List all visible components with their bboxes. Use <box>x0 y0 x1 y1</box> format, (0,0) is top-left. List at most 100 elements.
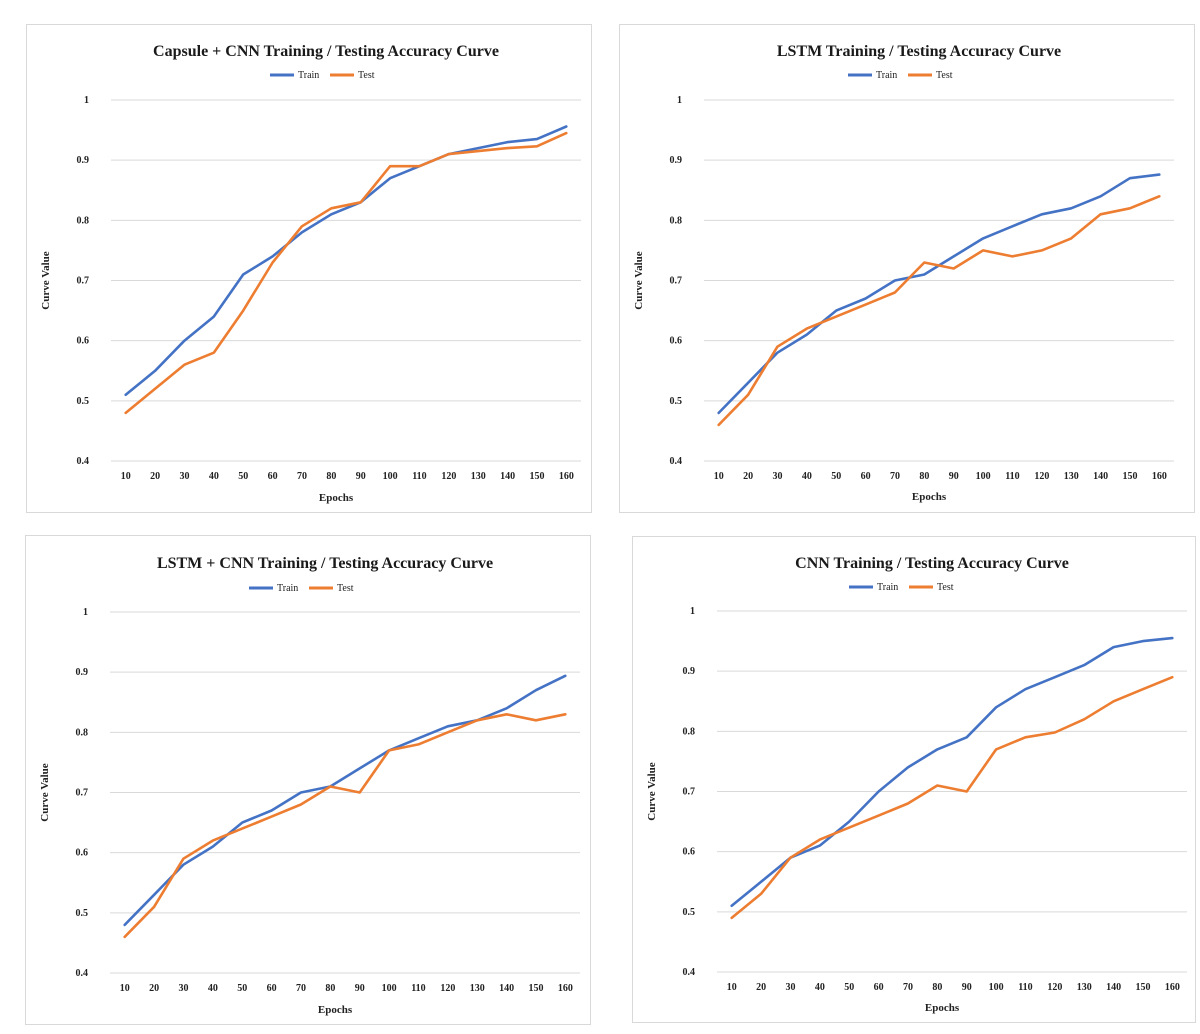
legend-label-train: Train <box>877 582 898 593</box>
y-tick-label: 0.8 <box>76 727 89 738</box>
x-tick-label: 110 <box>412 471 426 482</box>
x-tick-label: 70 <box>296 983 306 994</box>
legend: Train Test <box>270 70 375 81</box>
y-tick-label: 1 <box>84 95 89 106</box>
y-tick-label: 0.5 <box>670 396 683 407</box>
chart-panel-capsule-cnn: Capsule + CNN Training / Testing Accurac… <box>26 24 592 513</box>
x-tick-label: 10 <box>727 982 737 993</box>
x-tick-label: 150 <box>1122 471 1137 482</box>
legend-label-test: Test <box>937 582 954 593</box>
chart-title: LSTM + CNN Training / Testing Accuracy C… <box>157 555 493 572</box>
chart-panel-lstm: LSTM Training / Testing Accuracy Curve Tr… <box>619 24 1195 513</box>
x-tick-label: 50 <box>237 983 247 994</box>
x-tick-label: 110 <box>1018 982 1032 993</box>
legend-label-test: Test <box>936 70 953 81</box>
y-tick-label: 1 <box>677 95 682 106</box>
legend-label-train: Train <box>298 70 319 81</box>
x-tick-label: 120 <box>1047 982 1062 993</box>
y-axis-label: Curve Value <box>39 763 51 821</box>
x-tick-label: 40 <box>208 983 218 994</box>
chart-title: LSTM Training / Testing Accuracy Curve <box>777 43 1061 60</box>
y-tick-label: 0.8 <box>670 215 683 226</box>
y-tick-label: 1 <box>690 606 695 617</box>
x-tick-label: 70 <box>297 471 307 482</box>
x-tick-label: 160 <box>1165 982 1180 993</box>
series-line-test <box>717 195 1161 427</box>
x-tick-label: 130 <box>470 983 485 994</box>
x-tick-label: 130 <box>1064 471 1079 482</box>
chart-svg: LSTM + CNN Training / Testing Accuracy C… <box>39 555 580 1016</box>
x-tick-label: 30 <box>785 982 795 993</box>
x-tick-label: 60 <box>268 471 278 482</box>
legend: Train Test <box>249 583 354 594</box>
x-tick-label: 140 <box>1106 982 1121 993</box>
x-tick-label: 100 <box>382 983 397 994</box>
x-tick-label: 60 <box>861 471 871 482</box>
y-tick-label: 0.5 <box>76 908 89 919</box>
x-tick-label: 60 <box>267 983 277 994</box>
y-tick-label: 0.8 <box>683 726 696 737</box>
y-tick-label: 0.6 <box>683 847 696 858</box>
x-tick-label: 150 <box>529 471 544 482</box>
series-line-test <box>730 675 1174 920</box>
y-tick-label: 1 <box>83 607 88 618</box>
x-tick-label: 160 <box>558 983 573 994</box>
y-tick-label: 0.6 <box>77 336 90 347</box>
x-tick-label: 70 <box>903 982 913 993</box>
x-tick-label: 120 <box>441 471 456 482</box>
series-line-train <box>730 636 1174 908</box>
x-tick-label: 90 <box>949 471 959 482</box>
chart-panel-cnn: CNN Training / Testing Accuracy Curve Tra… <box>632 536 1196 1023</box>
series-line-train <box>123 674 567 927</box>
x-tick-label: 30 <box>179 471 189 482</box>
legend-label-test: Test <box>358 70 375 81</box>
legend-label-train: Train <box>876 70 897 81</box>
chart-svg: LSTM Training / Testing Accuracy Curve Tr… <box>633 43 1174 503</box>
legend: Train Test <box>849 582 954 593</box>
y-tick-label: 0.4 <box>76 968 89 979</box>
y-axis-label: Curve Value <box>646 762 658 820</box>
y-tick-label: 0.9 <box>670 155 683 166</box>
x-tick-label: 60 <box>874 982 884 993</box>
y-tick-label: 0.7 <box>670 276 683 287</box>
y-axis-label: Curve Value <box>633 251 645 309</box>
x-tick-label: 80 <box>932 982 942 993</box>
x-tick-label: 50 <box>844 982 854 993</box>
legend-label-test: Test <box>337 583 354 594</box>
x-tick-label: 140 <box>499 983 514 994</box>
x-axis-label: Epochs <box>319 492 354 504</box>
legend-label-train: Train <box>277 583 298 594</box>
x-axis-label: Epochs <box>925 1002 960 1014</box>
x-tick-label: 20 <box>756 982 766 993</box>
x-tick-label: 50 <box>831 471 841 482</box>
x-tick-label: 40 <box>209 471 219 482</box>
x-tick-label: 90 <box>962 982 972 993</box>
x-tick-label: 20 <box>743 471 753 482</box>
y-tick-label: 0.7 <box>77 276 90 287</box>
x-axis-label: Epochs <box>318 1004 353 1016</box>
x-tick-label: 140 <box>1093 471 1108 482</box>
x-tick-label: 100 <box>383 471 398 482</box>
chart-panel-lstm-cnn: LSTM + CNN Training / Testing Accuracy C… <box>25 535 591 1025</box>
y-axis-label: Curve Value <box>40 251 52 309</box>
x-tick-label: 90 <box>355 983 365 994</box>
x-tick-label: 130 <box>1077 982 1092 993</box>
x-tick-label: 30 <box>178 983 188 994</box>
y-tick-label: 0.5 <box>77 396 90 407</box>
x-tick-label: 90 <box>356 471 366 482</box>
x-tick-label: 160 <box>559 471 574 482</box>
x-tick-label: 10 <box>120 983 130 994</box>
y-tick-label: 0.5 <box>683 907 696 918</box>
x-tick-label: 80 <box>326 471 336 482</box>
chart-svg: CNN Training / Testing Accuracy Curve Tra… <box>646 555 1187 1014</box>
x-tick-label: 50 <box>238 471 248 482</box>
x-tick-label: 110 <box>1005 471 1019 482</box>
x-tick-label: 10 <box>121 471 131 482</box>
x-tick-label: 150 <box>528 983 543 994</box>
x-tick-label: 20 <box>150 471 160 482</box>
y-tick-label: 0.4 <box>683 967 696 978</box>
series-line-train <box>717 173 1161 415</box>
x-tick-label: 120 <box>440 983 455 994</box>
x-tick-label: 10 <box>714 471 724 482</box>
x-tick-label: 20 <box>149 983 159 994</box>
